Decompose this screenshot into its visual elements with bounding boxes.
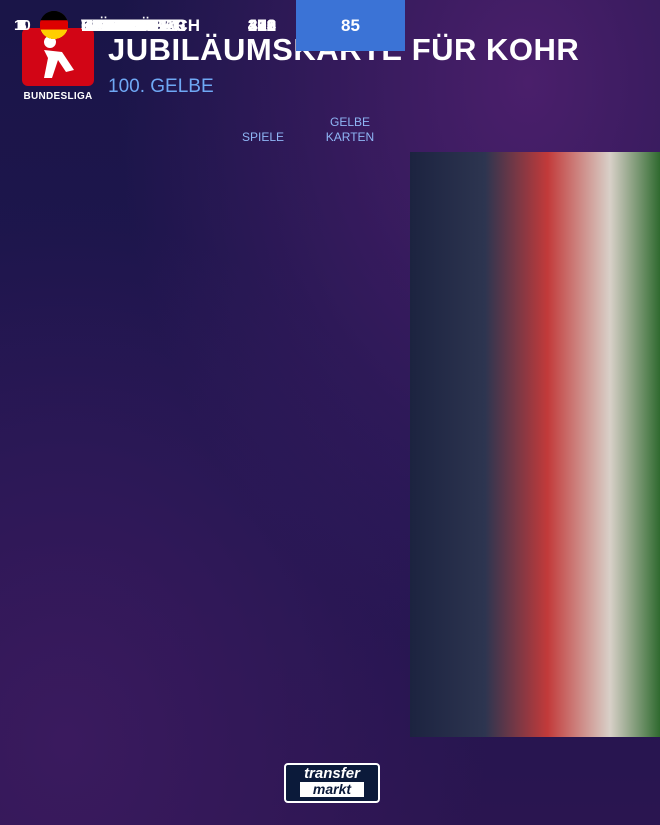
logo-text: BUNDESLIGA — [23, 91, 93, 102]
games: 398 — [247, 16, 277, 35]
player-name: HOLLERBACH — [81, 16, 200, 35]
rank: 5 — [17, 17, 27, 34]
cards: 85 — [341, 16, 360, 35]
logo-top: transfer — [304, 765, 360, 782]
column-header: GELBE KARTEN — [325, 115, 375, 144]
subtitle: 100. GELBE — [108, 76, 214, 97]
games: 402 — [247, 16, 277, 35]
flag-icon — [40, 11, 68, 39]
cards-cell-bg — [296, 0, 405, 51]
player-name: BARBAREZ — [81, 16, 177, 35]
logo-figure — [44, 36, 74, 78]
games: 373 — [247, 16, 277, 35]
transfermarkt-logo: transfer markt — [284, 763, 380, 803]
player-name: GREINER — [81, 16, 159, 35]
rank: 4 — [17, 17, 27, 34]
games: 376 — [247, 16, 277, 35]
player-name: KOHR — [81, 16, 132, 35]
rank: 2 — [17, 17, 27, 34]
rank: 3 — [17, 17, 27, 34]
flag — [40, 11, 68, 39]
games: 318 — [247, 16, 277, 35]
player-name: STINDL — [81, 16, 143, 35]
photo — [410, 152, 660, 737]
games: 311 — [248, 16, 276, 35]
player-name: KOHLER — [81, 16, 153, 35]
games: 370 — [247, 16, 277, 35]
player-name: WÖRNS — [81, 16, 147, 35]
logo-bottom: markt — [300, 782, 364, 797]
player-name: FRINGS — [81, 16, 146, 35]
rank: 1 — [17, 17, 27, 34]
games: 330 — [247, 16, 277, 35]
player-name: JAROLIM — [81, 16, 158, 35]
rank: 7 — [17, 17, 27, 34]
rank: 10 — [14, 17, 31, 34]
player-name: G. SCHÄFER — [81, 16, 186, 35]
games: 330 — [247, 16, 277, 35]
player-name: EFFENBERG — [81, 16, 186, 35]
games: 223 — [247, 16, 277, 35]
games: 469 — [247, 16, 277, 35]
column-header: SPIELE — [241, 130, 285, 144]
rank: 8 — [17, 17, 27, 34]
rank: 6 — [17, 17, 27, 34]
